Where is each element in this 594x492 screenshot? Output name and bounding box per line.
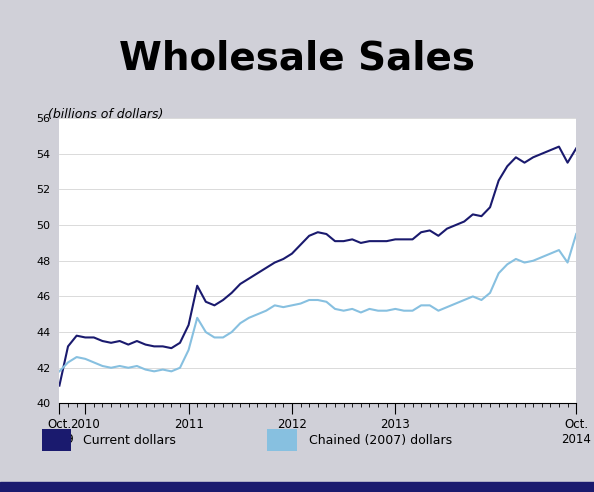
Text: 2013: 2013 (380, 418, 410, 430)
Text: Current dollars: Current dollars (83, 434, 176, 447)
Text: Wholesale Sales: Wholesale Sales (119, 39, 475, 77)
Text: Oct.
2014: Oct. 2014 (561, 418, 591, 446)
Bar (42, 429, 71, 452)
Text: 2010: 2010 (70, 418, 100, 430)
Text: 2012: 2012 (277, 418, 307, 430)
Text: Oct.
2009: Oct. 2009 (45, 418, 74, 446)
Text: (billions of dollars): (billions of dollars) (48, 108, 163, 121)
Text: Chained (2007) dollars: Chained (2007) dollars (309, 434, 452, 447)
Text: 2011: 2011 (173, 418, 204, 430)
Bar (267, 429, 297, 452)
